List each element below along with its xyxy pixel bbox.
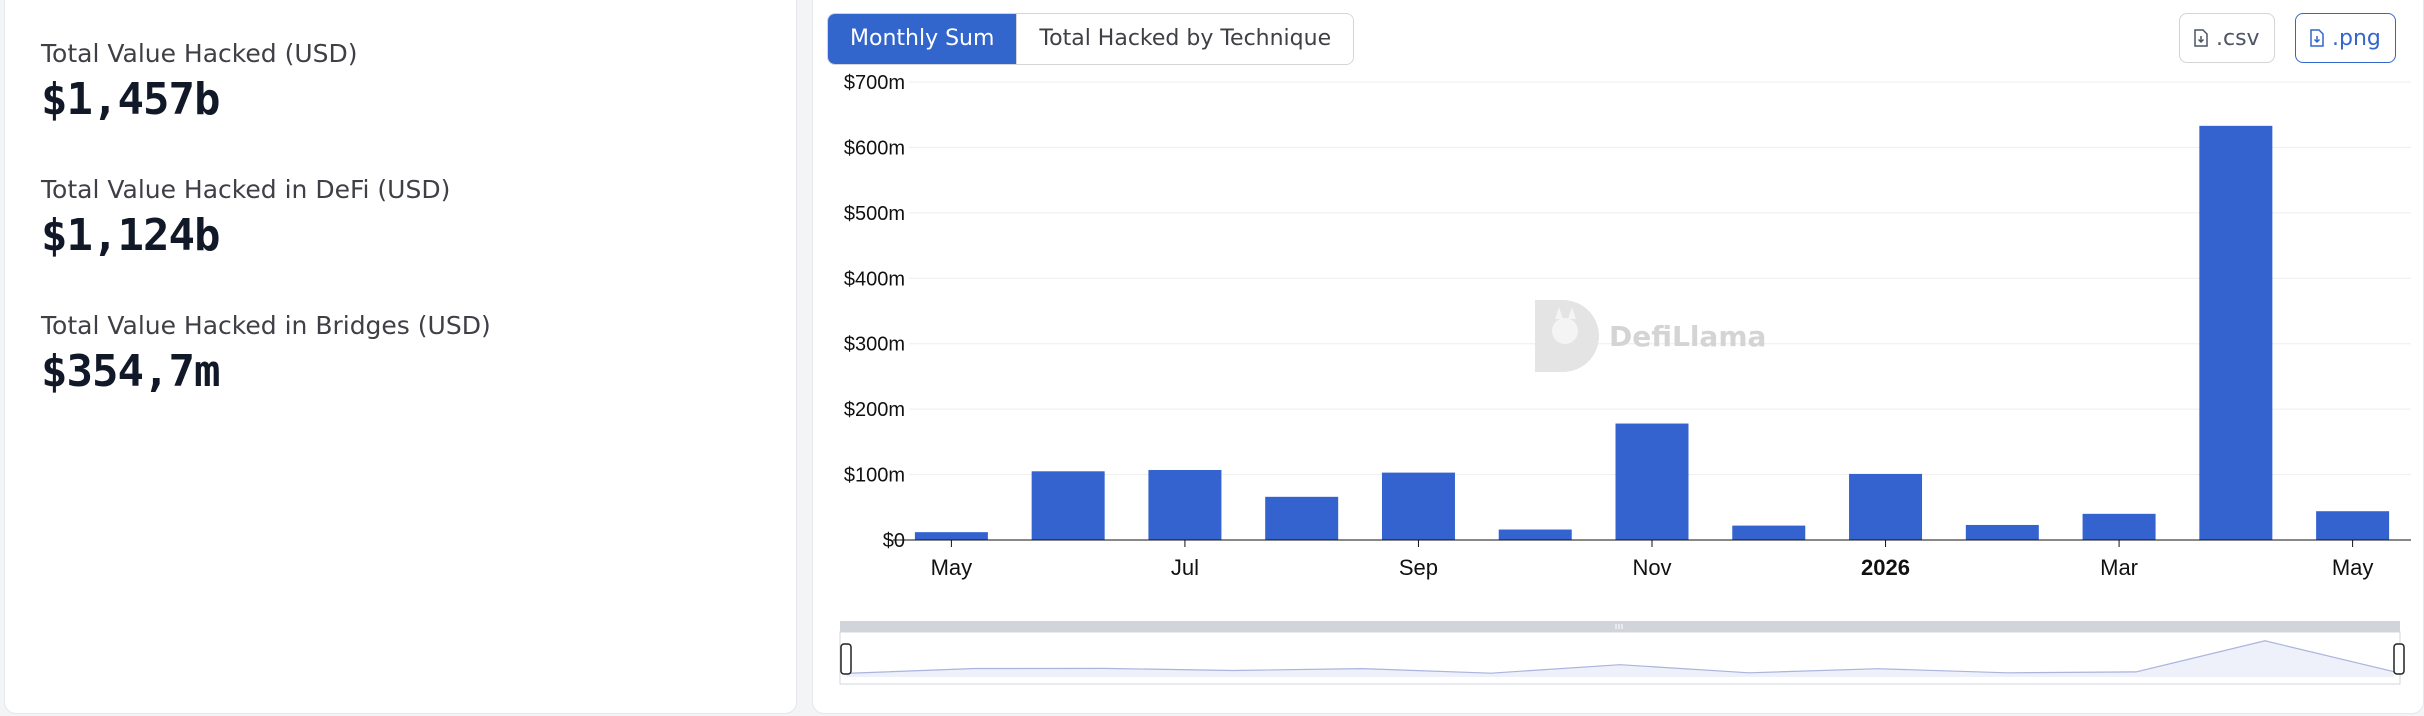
stat-defi-hacked: Total Value Hacked in DeFi (USD) $1,124b (41, 175, 450, 261)
x-tick-label: May (931, 555, 973, 580)
bar[interactable] (1498, 529, 1572, 540)
bar[interactable] (1732, 525, 1806, 540)
overview-area (846, 640, 2394, 677)
stat-label: Total Value Hacked in DeFi (USD) (41, 175, 451, 204)
slider-track[interactable] (840, 621, 2400, 632)
slider-handle-right[interactable] (2393, 643, 2405, 675)
defillama-watermark: DefiLlama (1535, 300, 1766, 372)
bar[interactable] (2082, 513, 2156, 540)
y-tick-label: $300m (844, 334, 905, 356)
stat-value: $1,124b (41, 210, 220, 261)
bar[interactable] (1148, 469, 1222, 540)
y-tick-label: $400m (844, 268, 905, 290)
bar[interactable] (1615, 423, 1689, 540)
y-tick-label: $200m (844, 399, 905, 421)
slider-grip-icon (1615, 624, 1623, 629)
chart-tabs: Monthly Sum Total Hacked by Technique (827, 13, 1355, 65)
x-tick-label: Sep (1399, 555, 1438, 580)
llama-logo-icon (1535, 300, 1599, 372)
y-tick-label: $500m (844, 203, 905, 225)
x-tick-label: Nov (1632, 555, 1671, 580)
x-tick-label: 2026 (1861, 555, 1910, 580)
zoom-slider[interactable] (839, 621, 2405, 685)
bar[interactable] (2316, 511, 2390, 540)
download-png-button[interactable]: .png (2295, 13, 2396, 63)
x-tick-label: May (2332, 555, 2374, 580)
chart-panel: Monthly Sum Total Hacked by Technique .c… (812, 0, 2424, 714)
y-tick-label: $700m (844, 72, 905, 94)
overview-line (845, 640, 2395, 674)
tab-hacked-by-technique[interactable]: Total Hacked by Technique (1016, 14, 1354, 64)
download-csv-label: .csv (2216, 25, 2260, 51)
bar[interactable] (914, 532, 988, 540)
stat-bridges-hacked: Total Value Hacked in Bridges (USD) $354… (41, 311, 491, 397)
stat-total-hacked: Total Value Hacked (USD) $1,457b (41, 39, 358, 125)
y-tick-label: $0 (883, 530, 905, 552)
bar[interactable] (1031, 471, 1105, 540)
bar[interactable] (2199, 125, 2273, 540)
file-download-icon (2194, 29, 2208, 47)
stat-label: Total Value Hacked in Bridges (USD) (41, 311, 491, 340)
bars (914, 125, 2390, 540)
x-axis: May Jul Sep Nov 2026 Mar May (893, 539, 2411, 580)
watermark-text: DefiLlama (1609, 320, 1766, 353)
slider-handle-left[interactable] (840, 643, 852, 675)
file-download-icon (2310, 29, 2324, 47)
stat-value: $354,7m (41, 346, 220, 397)
download-png-label: .png (2332, 25, 2381, 51)
bar[interactable] (1265, 496, 1339, 540)
stat-value: $1,457b (41, 74, 220, 125)
x-tick-label: Jul (1171, 555, 1199, 580)
y-axis: $0 $100m $200m $300m $400m $500m $600m $700m (844, 72, 905, 552)
bar[interactable] (1849, 473, 1923, 540)
stats-panel: Total Value Hacked (USD) $1,457b Total V… (4, 0, 797, 714)
y-tick-label: $100m (844, 465, 905, 487)
tab-monthly-sum[interactable]: Monthly Sum (828, 14, 1017, 64)
bar[interactable] (1965, 524, 2039, 540)
stat-label: Total Value Hacked (USD) (41, 39, 358, 68)
y-tick-label: $600m (844, 137, 905, 159)
download-csv-button[interactable]: .csv (2179, 13, 2275, 63)
bar[interactable] (1381, 472, 1455, 540)
monthly-hacks-chart: DefiLlama $0 $100m $200m $300m $400m $500m $60… (839, 72, 2411, 685)
x-tick-label: Mar (2100, 555, 2138, 580)
